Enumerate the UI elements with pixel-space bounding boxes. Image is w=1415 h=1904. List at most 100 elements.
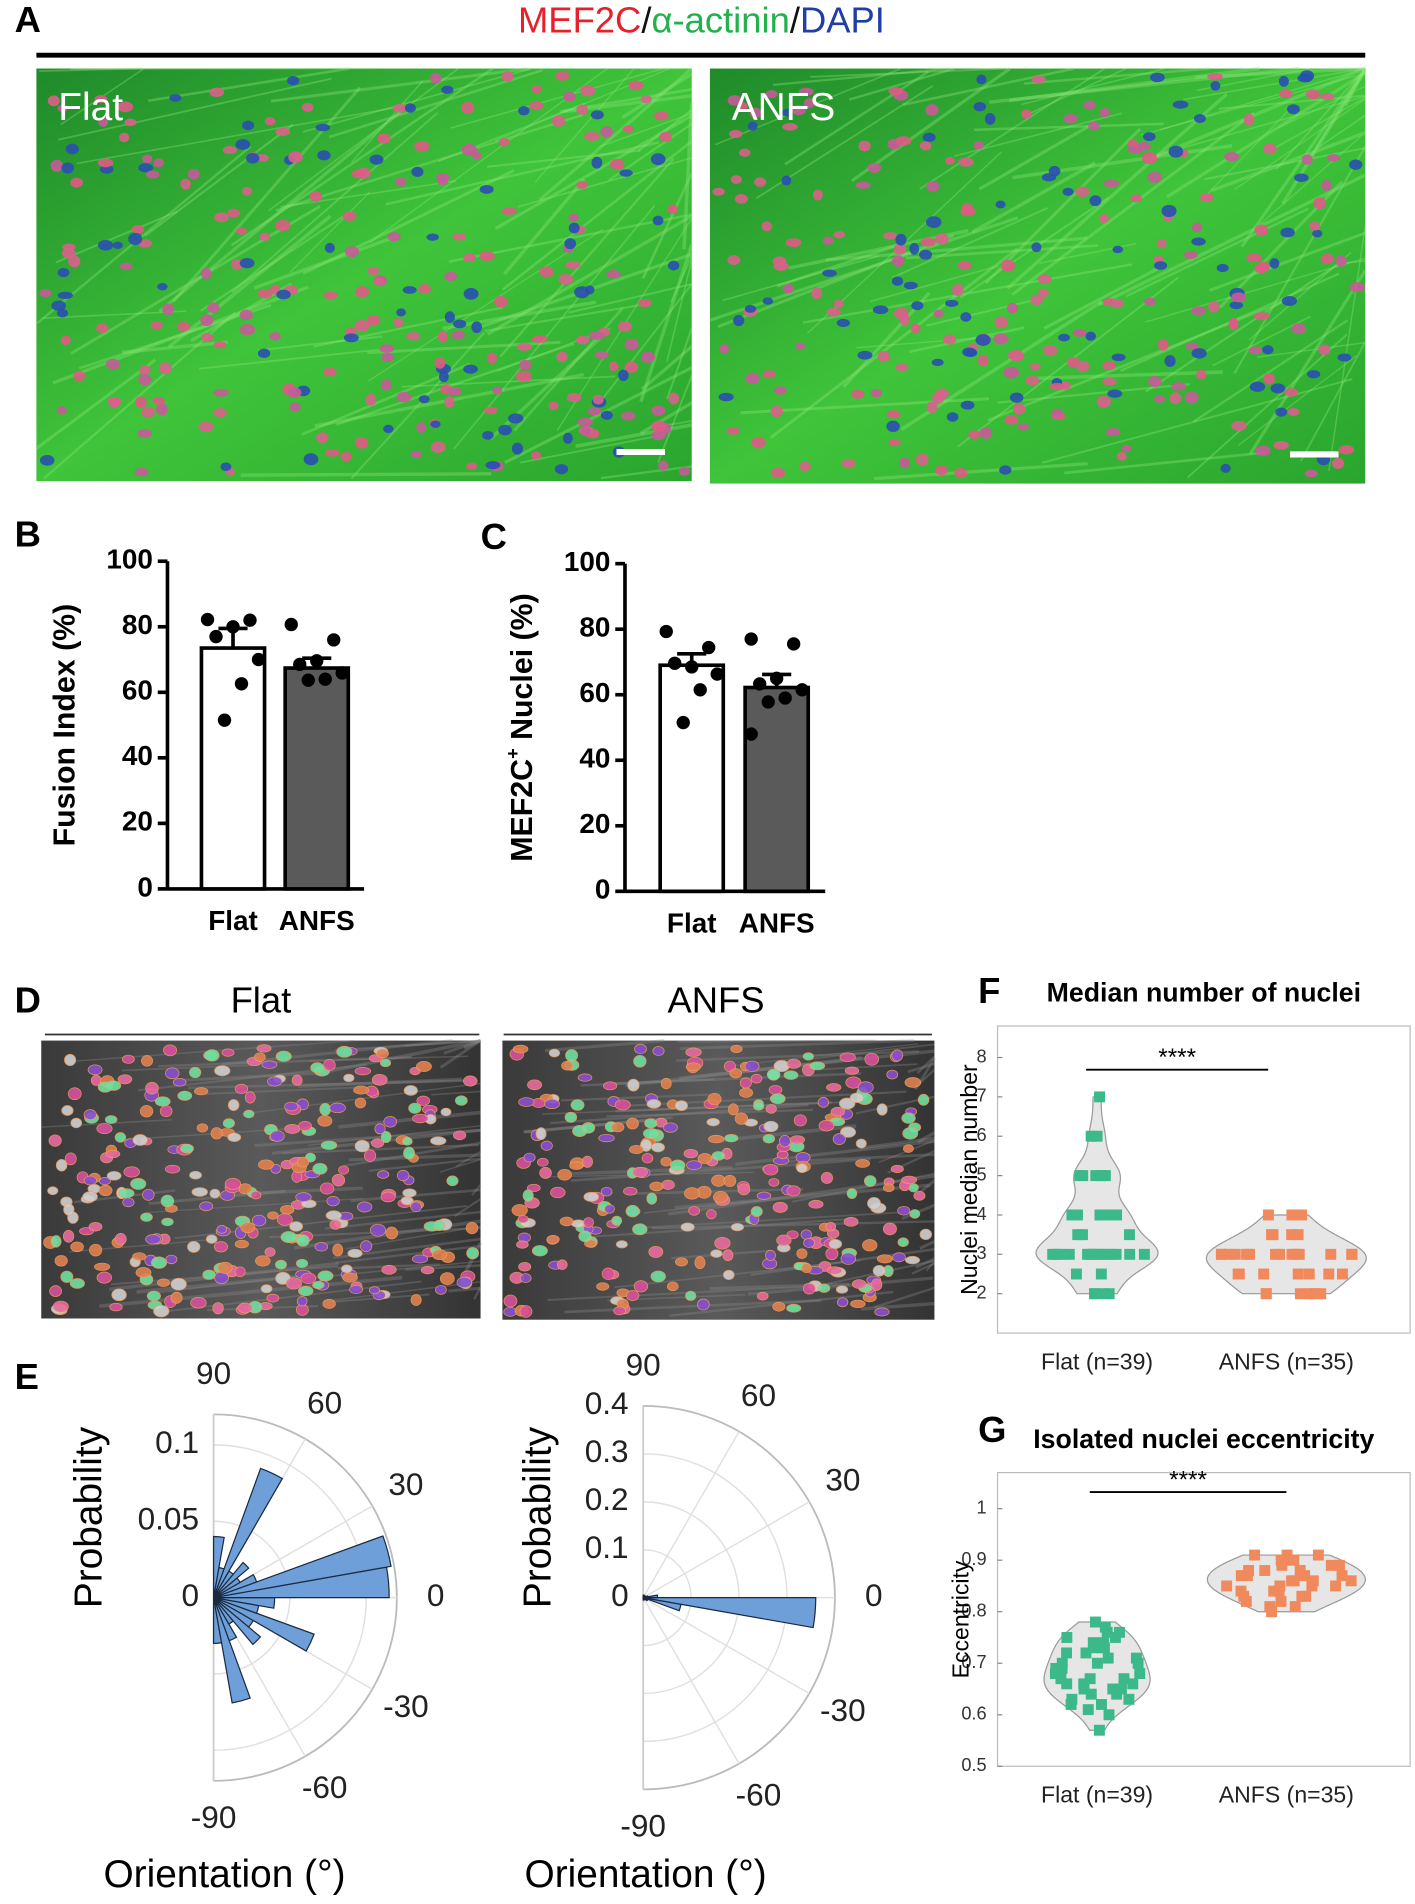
nucleus [1058,333,1070,342]
nucleus [909,242,920,255]
nucleus [608,361,619,372]
fiber [679,1039,914,1050]
nucleus [275,127,291,136]
data-point [702,640,716,655]
fiber [1344,67,1367,107]
data-point [786,637,801,651]
nucleus [341,1264,353,1274]
stain-part: / [641,0,652,40]
fiber [463,1039,482,1050]
nucleus [652,215,664,226]
nucleus [298,1120,312,1131]
nucleus [891,255,905,267]
nucleus [518,359,532,371]
nucleus [799,461,811,472]
data-point [1097,1637,1109,1649]
nucleus [177,1090,193,1101]
polar-bar [213,1561,250,1599]
nucleus [817,1097,830,1108]
nucleus [932,392,945,404]
fiber [544,1039,665,1053]
nucleus [663,1122,678,1133]
nucleus [141,1055,153,1067]
nucleus [776,1234,792,1247]
nucleus [70,177,83,188]
nucleus [1254,224,1269,237]
nucleus [564,238,577,250]
nucleus [408,1102,422,1114]
nucleus [1141,152,1158,165]
nucleus [976,74,987,85]
nucleus [98,1184,113,1197]
nucleus [909,1209,921,1219]
fiber [1281,69,1367,205]
nucleus [161,1217,174,1227]
nucleus [613,1306,626,1316]
nucleus [369,154,384,165]
stain-part: α-actinin [651,0,789,40]
fiber [1233,146,1367,374]
nucleus [836,1297,849,1308]
nucleus [291,1074,303,1086]
nucleus [381,1264,397,1275]
fiber [335,1244,481,1264]
fiber [1192,319,1349,423]
nucleus [770,467,786,479]
data-point [1056,1657,1068,1669]
nucleus [200,333,214,342]
nucleus [876,1103,888,1116]
nucleus [152,396,165,405]
nucleus [762,370,776,379]
nucleus [583,1217,594,1228]
nucleus [199,1201,214,1212]
nucleus [933,309,944,318]
nucleus [708,1134,725,1144]
nucleus [54,1255,68,1267]
nucleus [902,1127,919,1140]
nucleus [518,106,530,116]
fiber [907,1062,935,1074]
fiber [1011,111,1255,296]
nucleus [812,189,823,201]
nucleus [140,1212,153,1222]
nucleus [170,1277,187,1291]
fiber [1166,71,1367,199]
fiber [1182,67,1366,101]
polar-bar [213,1597,315,1652]
nucleus [217,1261,233,1274]
nucleus [269,1130,285,1142]
fiber [334,1039,481,1051]
theta-tick-label: 30 [825,1462,860,1498]
nucleus [295,1258,309,1268]
fiber [953,112,1123,157]
nucleus [1153,255,1164,263]
data-point [1233,1268,1245,1280]
nucleus [1037,288,1049,298]
nucleus [1321,179,1332,191]
nucleus [402,1188,417,1198]
nucleus [392,103,408,113]
nucleus [241,186,253,196]
nucleus [772,1201,788,1213]
nucleus [365,393,377,406]
nucleus [817,1283,831,1293]
nucleus [1262,143,1277,155]
x-tick-label: Flat [208,905,258,936]
nucleus [1196,369,1207,380]
y-tick-label: 0.7 [961,1652,986,1672]
nucleus [648,1245,664,1258]
nucleus [839,1052,856,1062]
fiber [302,169,515,275]
nucleus [452,319,467,329]
fiber [580,1078,715,1087]
nucleus [189,1170,202,1180]
nucleus [1063,113,1078,124]
nucleus [830,1106,845,1117]
nucleus [882,1222,897,1236]
nucleus [67,1087,82,1101]
nucleus [329,1102,346,1114]
y-tick-label: 0.8 [961,1601,986,1621]
fiber [919,1240,936,1250]
fiber [643,1199,761,1214]
fiber [162,1280,422,1313]
